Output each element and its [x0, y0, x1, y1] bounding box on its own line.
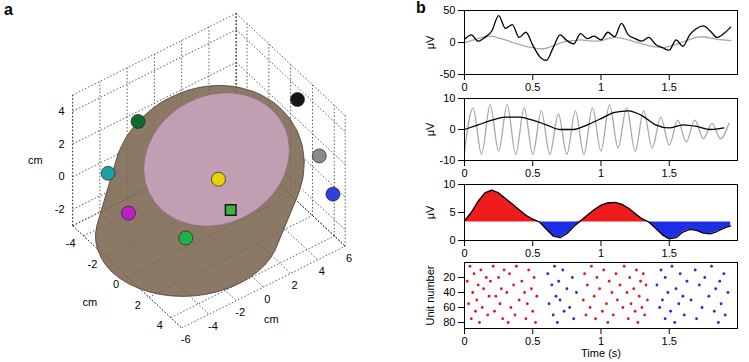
html-text:a: a [4, 1, 13, 18]
svg-text:2: 2 [292, 279, 298, 291]
svg-text:Time (s): Time (s) [581, 347, 621, 359]
svg-text:80: 80 [443, 316, 455, 328]
svg-text:0: 0 [449, 123, 455, 135]
svg-text:60: 60 [443, 301, 455, 313]
svg-text:μV: μV [424, 35, 436, 49]
svg-text:0: 0 [461, 81, 467, 92]
svg-text:-2: -2 [235, 306, 245, 318]
svg-text:1: 1 [598, 81, 604, 92]
svg-text:-50: -50 [440, 68, 456, 80]
svg-text:4: 4 [319, 265, 325, 277]
html-text:b: b [416, 0, 426, 16]
svg-text:0.5: 0.5 [525, 335, 540, 347]
svg-text:0: 0 [461, 167, 467, 178]
svg-text:-10: -10 [440, 154, 456, 166]
svg-text:cm: cm [28, 154, 43, 166]
svg-text:10: 10 [443, 92, 455, 104]
svg-text:-4: -4 [66, 237, 76, 249]
svg-text:5: 5 [449, 206, 455, 218]
svg-text:2: 2 [135, 299, 141, 311]
svg-text:0: 0 [449, 234, 455, 246]
svg-text:2: 2 [59, 138, 65, 150]
svg-text:0: 0 [264, 293, 270, 305]
svg-text:1: 1 [598, 167, 604, 178]
svg-text:cm: cm [264, 313, 279, 325]
svg-text:4: 4 [157, 319, 163, 331]
svg-text:1.5: 1.5 [662, 335, 677, 347]
svg-text:-4: -4 [208, 320, 218, 332]
svg-text:0.5: 0.5 [525, 247, 540, 258]
svg-text:μV: μV [424, 122, 436, 136]
svg-text:1.5: 1.5 [662, 167, 677, 178]
svg-text:40: 40 [443, 286, 455, 298]
svg-text:50: 50 [443, 4, 455, 16]
svg-text:20: 20 [443, 271, 455, 283]
svg-text:1: 1 [598, 247, 604, 258]
svg-text:μV: μV [424, 205, 436, 219]
svg-text:4: 4 [59, 105, 65, 117]
svg-text:-2: -2 [55, 203, 65, 215]
svg-text:1: 1 [598, 335, 604, 347]
svg-text:0.5: 0.5 [525, 167, 540, 178]
svg-text:-6: -6 [181, 333, 191, 345]
svg-text:0.5: 0.5 [525, 81, 540, 92]
svg-text:Unit number: Unit number [424, 265, 436, 325]
svg-text:0: 0 [461, 335, 467, 347]
svg-text:1.5: 1.5 [662, 247, 677, 258]
svg-text:0: 0 [449, 36, 455, 48]
svg-text:10: 10 [443, 178, 455, 190]
svg-text:0: 0 [461, 247, 467, 258]
svg-text:0: 0 [113, 278, 119, 290]
svg-text:0: 0 [59, 170, 65, 182]
svg-text:6: 6 [346, 252, 352, 264]
svg-text:cm: cm [82, 296, 97, 308]
svg-text:1.5: 1.5 [662, 81, 677, 92]
svg-text:-2: -2 [88, 258, 98, 270]
